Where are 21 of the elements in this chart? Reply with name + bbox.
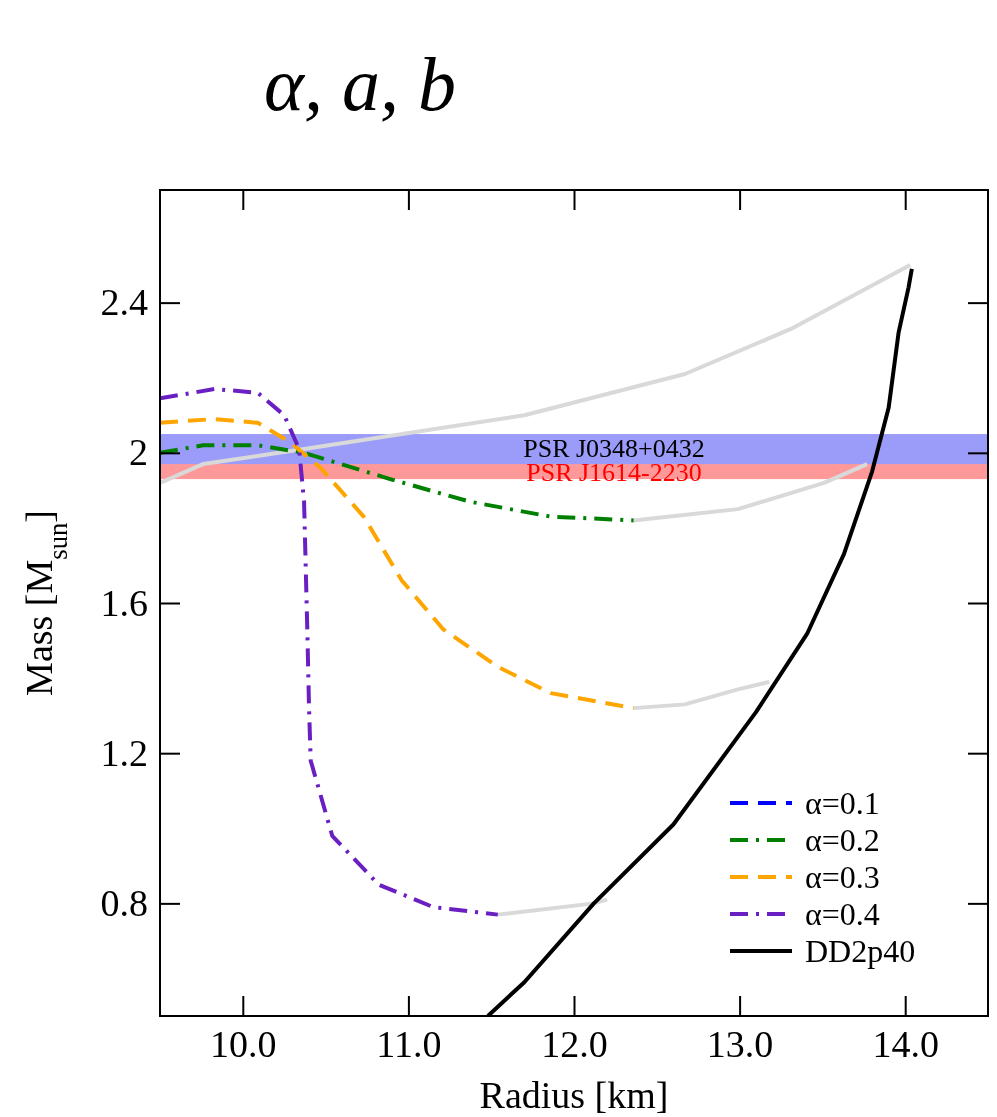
x-tick-label: 14.0 — [872, 1022, 939, 1065]
legend-label: α=0.1 — [805, 785, 880, 821]
legend-label: α=0.2 — [805, 822, 880, 858]
legend-label: DD2p40 — [805, 933, 916, 969]
y-tick-label: 1.6 — [100, 581, 148, 624]
y-tick-label: 1.2 — [100, 731, 148, 774]
x-tick-label: 12.0 — [541, 1022, 608, 1065]
band-label: PSR J0348+0432 — [523, 434, 705, 464]
y-tick-label: 2.4 — [100, 281, 148, 324]
line-series — [160, 263, 913, 485]
line-series — [160, 386, 500, 917]
x-axis-title: Radius [km] — [479, 1074, 669, 1116]
legend-label: α=0.3 — [805, 859, 880, 895]
y-tick-label: 0.8 — [100, 882, 148, 925]
x-tick-label: 10.0 — [210, 1022, 277, 1065]
y-tick-label: 2 — [129, 431, 148, 474]
line-series — [631, 679, 772, 711]
x-tick-label: 11.0 — [376, 1022, 442, 1065]
chart-title: α, a, b — [264, 42, 456, 126]
legend-label: α=0.4 — [805, 896, 880, 932]
x-tick-label: 13.0 — [706, 1022, 774, 1065]
